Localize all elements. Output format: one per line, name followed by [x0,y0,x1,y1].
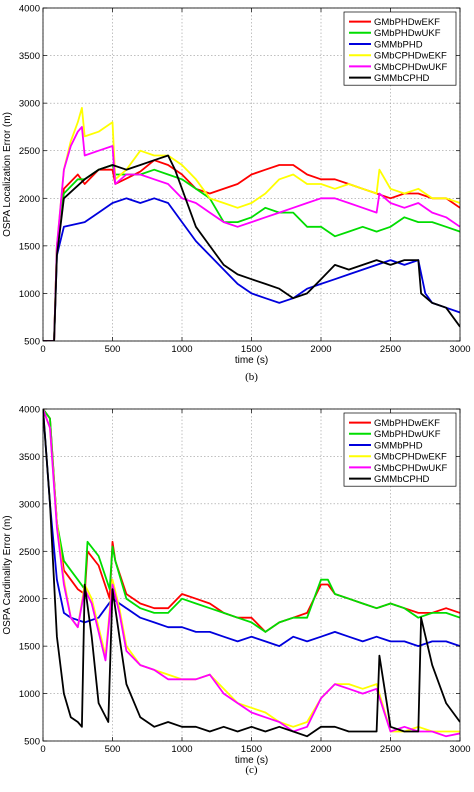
y-axis-label: OSPA Localization Error (m) [2,112,13,237]
panel-label: (b) [245,371,258,383]
legend-label-GMMbPHD: GMMbPHD [374,39,423,50]
y-tick-label: 4000 [19,4,40,15]
x-tick-label: 2000 [310,744,331,755]
series-line-GMbPHDwEKF [43,159,460,341]
y-axis-label: OSPA Cardinality Error (m) [2,515,13,634]
legend-label-GMbPHDwEKF: GMbPHDwEKF [374,17,440,28]
series-line-GMMbPHD [43,197,460,341]
y-tick-label: 1500 [19,642,40,653]
series-line-GMbPHDwUKF [43,409,460,633]
x-tick-label: 1000 [171,744,192,755]
legend: GMbPHDwEKFGMbPHDwUKFGMMbPHDGMbCPHDwEKFGM… [343,11,457,86]
y-tick-label: 500 [24,737,40,748]
x-tick-label: 1500 [241,744,262,755]
legend-box [343,412,457,487]
legend-label-GMMbPHD: GMMbPHD [374,440,423,451]
x-tick-label: 1500 [241,344,262,355]
panel-label: (c) [245,764,258,776]
y-tick-label: 3500 [19,452,40,463]
legend-label-GMbCPHDwUKF: GMbCPHDwUKF [374,463,448,474]
x-tick-label: 0 [40,344,45,355]
x-tick-label: 3000 [449,344,470,355]
legend-label-GMbPHDwEKF: GMbPHDwEKF [374,418,440,429]
x-tick-label: 2500 [380,344,401,355]
y-tick-label: 2500 [19,146,40,157]
y-tick-label: 1000 [19,289,40,300]
series-line-GMbCPHDwEKF [43,107,460,341]
y-tick-label: 2000 [19,194,40,205]
x-tick-label: 0 [40,744,45,755]
x-tick-label: 500 [105,744,121,755]
legend-label-GMbCPHDwEKF: GMbCPHDwEKF [374,452,447,463]
series-group [43,107,460,341]
legend-label-GMbPHDwUKF: GMbPHDwUKF [374,429,441,440]
legend-label-GMbCPHDwUKF: GMbCPHDwUKF [374,62,448,73]
x-tick-label: 1000 [171,344,192,355]
y-tick-label: 2000 [19,594,40,605]
y-tick-label: 4000 [19,405,40,416]
x-axis-label: time (s) [235,355,268,366]
legend-label-GMMbCPHD: GMMbCPHD [374,474,430,485]
series-group [43,409,460,738]
legend-box [343,11,457,86]
y-tick-label: 1500 [19,241,40,252]
y-tick-label: 3000 [19,499,40,510]
y-tick-label: 500 [24,337,40,348]
series-line-GMbCPHDwUKF [43,126,460,341]
legend: GMbPHDwEKFGMbPHDwUKFGMMbPHDGMbCPHDwEKFGM… [343,412,457,487]
y-tick-label: 3000 [19,99,40,110]
x-tick-label: 3000 [449,744,470,755]
chart-panel-0: 0 500 1000 1500 2000 2500 30005001000150020002… [2,4,471,384]
y-tick-label: 1000 [19,689,40,700]
chart-panel-1: 0 500 1000 1500 2000 2500 30005001000150020002… [2,405,471,777]
x-tick-label: 500 [105,344,121,355]
legend-label-GMbPHDwUKF: GMbPHDwUKF [374,28,441,39]
y-tick-label: 3500 [19,51,40,62]
series-line-GMMbCPHD [43,409,460,738]
x-tick-label: 2000 [310,344,331,355]
legend-label-GMMbCPHD: GMMbCPHD [374,73,430,84]
series-line-GMMbCPHD [43,154,460,341]
y-tick-label: 2500 [19,547,40,558]
legend-label-GMbCPHDwEKF: GMbCPHDwEKF [374,51,447,62]
x-tick-label: 2500 [380,744,401,755]
x-axis-label: time (s) [235,755,268,766]
